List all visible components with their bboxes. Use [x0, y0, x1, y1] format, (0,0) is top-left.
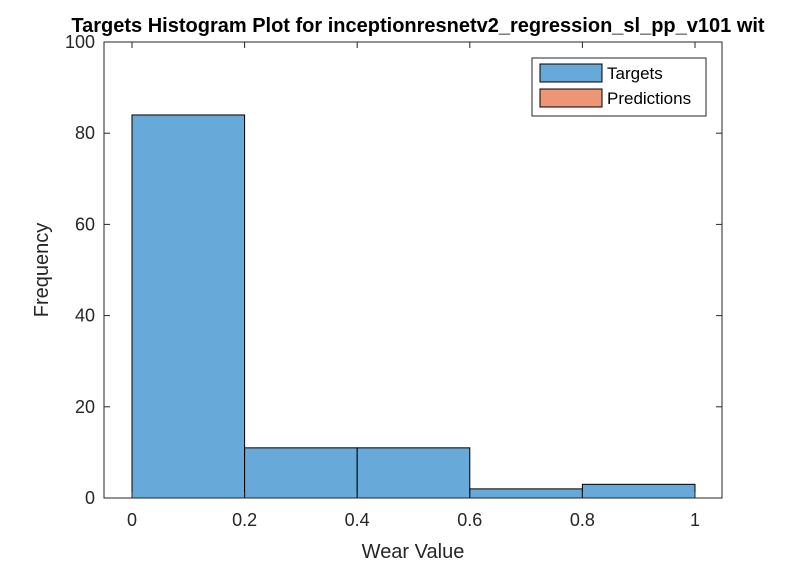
legend-swatch-predictions [539, 88, 603, 108]
y-axis-ticks: 0 20 40 60 80 100 [65, 32, 722, 508]
y-tick-label: 40 [75, 306, 95, 326]
bar-targets-2 [356, 447, 471, 499]
legend-label-targets: Targets [607, 64, 663, 83]
y-tick-label: 60 [75, 214, 95, 234]
bar-targets-0 [131, 114, 246, 499]
x-axis-ticks: 0 0.2 0.4 0.6 0.8 1 [127, 42, 700, 530]
x-tick-label: 0 [127, 510, 137, 530]
legend-swatch-targets [539, 63, 603, 83]
y-tick-label: 80 [75, 123, 95, 143]
bar-targets-3 [469, 488, 583, 499]
x-tick-label: 0.2 [232, 510, 257, 530]
bar-targets-1 [244, 447, 358, 499]
bar-targets-4 [581, 483, 696, 499]
x-tick-label: 0.6 [457, 510, 482, 530]
x-tick-label: 0.4 [345, 510, 370, 530]
bars-layer [131, 114, 696, 499]
y-axis-label: Frequency [31, 223, 53, 318]
plot-area-frame [103, 41, 723, 499]
y-tick-label: 100 [65, 32, 95, 52]
legend-label-predictions: Predictions [607, 89, 691, 108]
x-axis-label: Wear Value [362, 541, 465, 563]
x-tick-label: 0.8 [570, 510, 595, 530]
chart-title: Targets Histogram Plot for inceptionresn… [71, 15, 765, 37]
y-tick-label: 0 [85, 488, 95, 508]
x-tick-label: 1 [690, 510, 700, 530]
legend: Targets Predictions [531, 57, 707, 117]
y-tick-label: 20 [75, 397, 95, 417]
